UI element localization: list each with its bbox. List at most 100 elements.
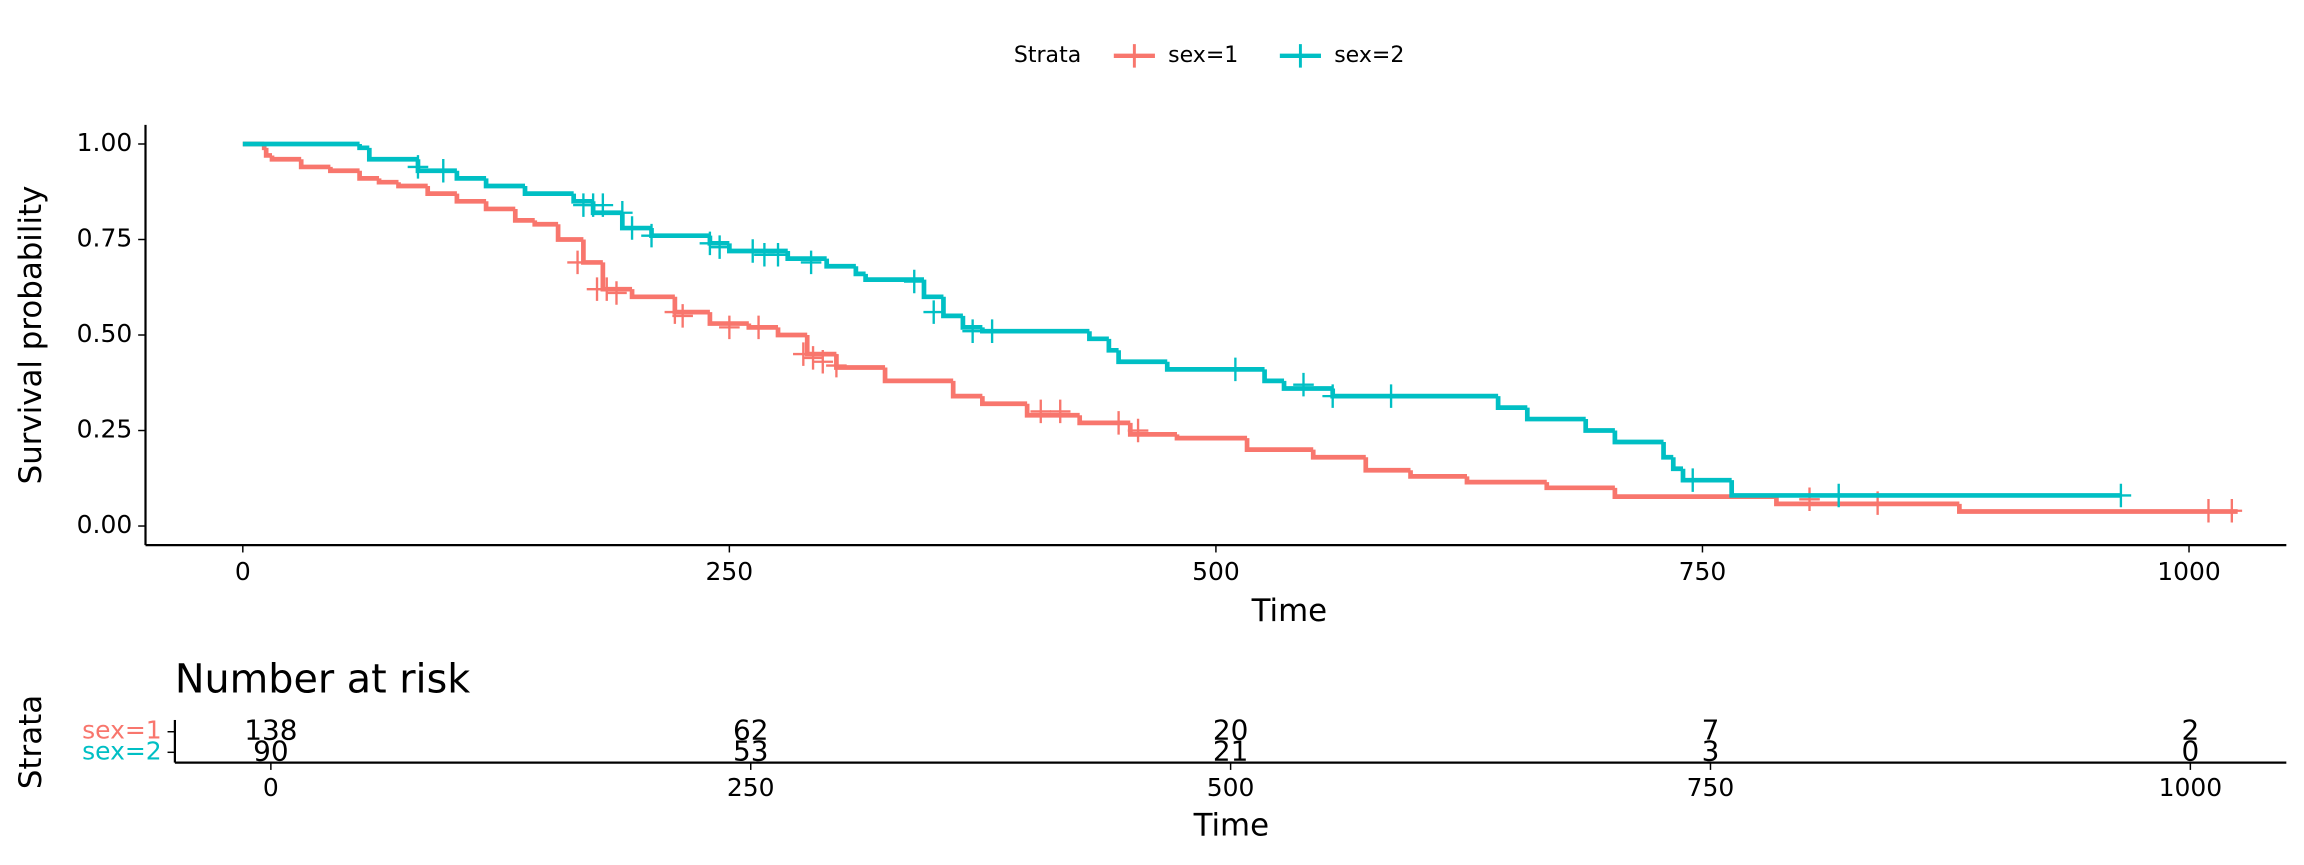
legend-title: Strata [1014,43,1081,68]
censor-mark [1799,487,1820,512]
survival-step [1957,503,2238,514]
censor-mark [962,319,983,343]
censor-mark [641,223,662,248]
risk-count: 0 [2181,734,2199,767]
risk-count: 90 [253,734,289,767]
censor-mark [1030,399,1052,424]
censor-mark [1108,411,1129,435]
survival-step [357,143,370,151]
survival-step [269,155,302,162]
survival-step [1612,430,1664,445]
survival-step [454,170,487,181]
censor-mark [1127,418,1149,443]
survival-step [555,224,584,242]
censor-mark [767,243,789,267]
survival-step [366,147,418,162]
survival-step [629,289,675,300]
survival-step [1164,361,1265,372]
censor-mark [748,315,769,340]
survival-step [512,208,535,223]
survival-step [1583,419,1615,433]
y-tick-label: 0.25 [77,415,133,444]
survival-step [590,201,623,216]
censor-mark [800,250,822,275]
survival-step [960,315,983,330]
survival-step [785,250,827,261]
censor-mark [621,216,643,240]
survival-step [415,159,457,174]
y-axis-title: Strata [13,695,49,789]
survival-step [376,178,399,185]
risk-count: 138 [244,714,297,747]
survival-step [707,312,749,326]
survival-step [727,243,788,254]
survival-step [454,193,487,204]
censor-mark [1225,357,1246,382]
x-axis-title: Time [1193,808,1269,844]
survival-step [1262,369,1285,384]
survival-step [425,186,457,197]
survival-step [263,147,273,158]
censor-mark [1682,468,1704,492]
risk-count: 7 [1702,714,1720,747]
survival-step [357,170,380,181]
survival-step [1495,396,1528,410]
censor-mark [802,346,824,370]
survival-step [1127,422,1177,437]
survival-step [950,380,983,399]
censor-mark [1049,399,1071,424]
legend-cross [1122,44,1147,68]
censor-mark [1380,384,1402,408]
x-tick-label: 750 [1679,557,1727,586]
survival-step [1024,403,1080,418]
censor-mark [742,239,764,263]
censor-mark [793,342,814,366]
y-tick-label: 0.50 [77,319,133,348]
censor-mark [1293,372,1314,397]
x-axis-title: Time [1251,593,1327,629]
survival-step [1408,470,1467,479]
survival-step [581,239,603,265]
survival-step [1680,468,1732,483]
survival-step [483,201,516,212]
censor-mark [1828,483,1849,508]
survival-step [921,279,944,300]
risk-count: 21 [1213,734,1249,767]
survival-step [1330,388,1499,399]
censor-mark [1322,384,1343,408]
survival-step [619,212,652,231]
survival-step [1106,338,1119,353]
x-tick-label: 1000 [2157,557,2221,586]
censor-mark [592,193,614,217]
censor-mark [612,201,633,225]
x-tick-label: 500 [1192,557,1240,586]
censor-mark [981,319,1003,343]
y-tick-label: 0.00 [77,510,133,539]
censor-mark [432,158,454,183]
survival-step [1244,438,1314,452]
survival-step [328,166,360,174]
survival-step [882,367,954,384]
censor-mark [2110,483,2132,508]
legend-cross [1288,44,1313,68]
risk-count: 3 [1702,734,1720,767]
x-tick-label: 750 [1687,773,1735,802]
censor-mark [709,235,730,259]
survival-step [1116,350,1168,365]
censor-mark [903,269,925,294]
survival-step [853,266,866,277]
survival-step [571,193,594,204]
survival-step [775,327,808,338]
censor-mark [596,277,618,301]
survival-step [1174,434,1248,441]
survival-step [1281,380,1333,391]
x-tick-label: 0 [263,773,279,802]
censor-mark [606,281,627,305]
survival-step [863,273,924,282]
censor-mark [2221,498,2243,523]
censor-mark [699,231,721,256]
survival-step [980,396,1028,407]
x-tick-label: 1000 [2159,773,2223,802]
censor-mark [2198,498,2219,523]
